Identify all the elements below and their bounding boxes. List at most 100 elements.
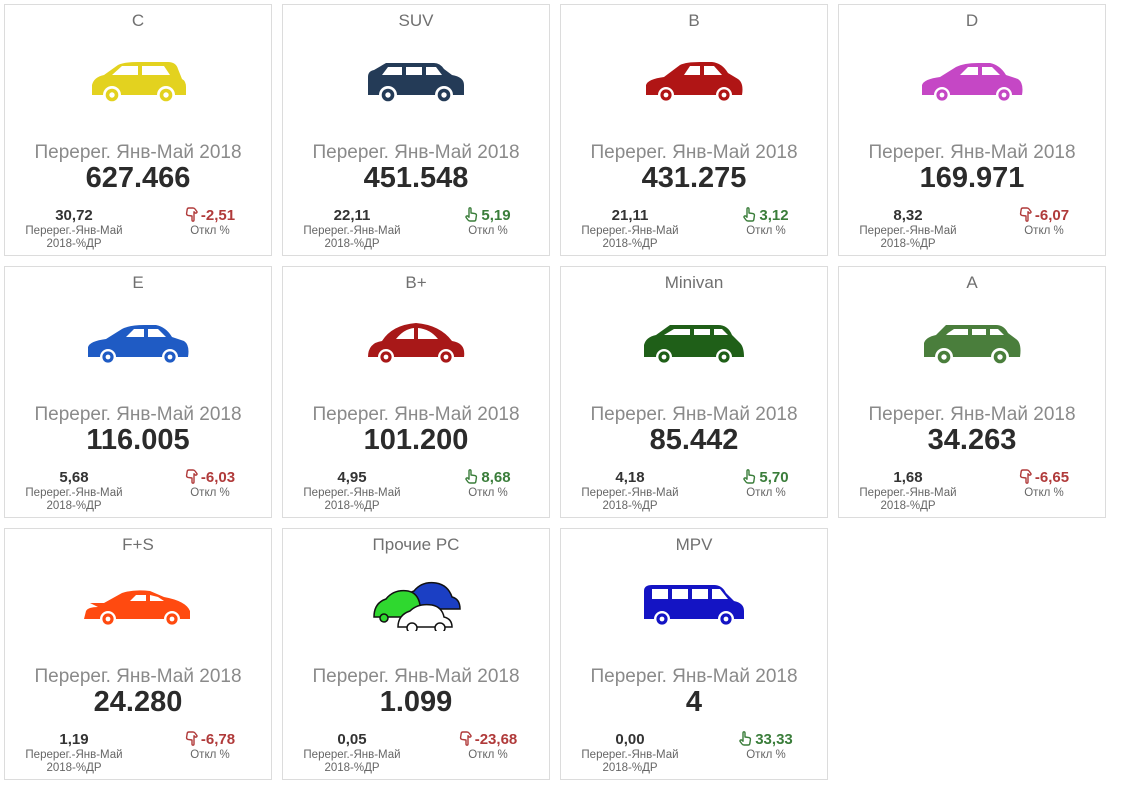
share-value: 22,11 bbox=[333, 207, 371, 224]
category-card[interactable]: E Перерег. Янв-Май 2018 116.005 5,68 Пер… bbox=[4, 266, 272, 518]
deviation-label: Откл % bbox=[190, 487, 230, 499]
deviation-value: -6,65 bbox=[1034, 469, 1070, 486]
category-title: SUV bbox=[398, 11, 434, 30]
deviation-value: -6,03 bbox=[200, 469, 236, 486]
category-title: E bbox=[132, 273, 144, 292]
deviation-value: 3,12 bbox=[759, 207, 789, 224]
registrations-value: 1.099 bbox=[379, 686, 453, 718]
thumb-down-icon bbox=[459, 731, 472, 746]
sedan-icon bbox=[912, 55, 1032, 107]
registrations-value: 34.263 bbox=[927, 424, 1017, 456]
share-label: Перерег.-Янв-Май 2018-%ДР bbox=[581, 749, 679, 774]
category-card[interactable]: MPV Перерег. Янв-Май 2018 4 0,00 Перерег… bbox=[560, 528, 828, 780]
share-label: Перерег.-Янв-Май 2018-%ДР bbox=[303, 487, 401, 512]
registrations-value: 169.971 bbox=[919, 162, 1025, 194]
category-card[interactable]: B+ Перерег. Янв-Май 2018 101.200 4,95 Пе… bbox=[282, 266, 550, 518]
share-value: 30,72 bbox=[55, 207, 93, 224]
deviation-label: Откл % bbox=[1024, 225, 1064, 237]
deviation-label: Откл % bbox=[746, 487, 786, 499]
registrations-value: 24.280 bbox=[93, 686, 183, 718]
thumb-up-icon bbox=[743, 469, 756, 484]
share-value: 4,18 bbox=[615, 469, 645, 486]
suv-icon bbox=[356, 55, 476, 107]
period-label: Перерег. Янв-Май 2018 bbox=[590, 142, 798, 163]
thumb-up-icon bbox=[465, 207, 478, 222]
registrations-value: 627.466 bbox=[85, 162, 191, 194]
registrations-value: 101.200 bbox=[363, 424, 469, 456]
category-card[interactable]: Minivan Перерег. Янв-Май 2018 85.442 4,1… bbox=[560, 266, 828, 518]
thumb-up-icon bbox=[743, 207, 756, 222]
deviation-value: -6,78 bbox=[200, 731, 236, 748]
share-value: 4,95 bbox=[337, 469, 367, 486]
category-title: MPV bbox=[675, 535, 713, 554]
share-value: 1,19 bbox=[59, 731, 89, 748]
period-label: Перерег. Янв-Май 2018 bbox=[312, 404, 520, 425]
category-card[interactable]: D Перерег. Янв-Май 2018 169.971 8,32 Пер… bbox=[838, 4, 1106, 256]
category-card[interactable]: B Перерег. Янв-Май 2018 431.275 21,11 Пе… bbox=[560, 4, 828, 256]
category-card[interactable]: C Перерег. Янв-Май 2018 627.466 30,72 Пе… bbox=[4, 4, 272, 256]
period-label: Перерег. Янв-Май 2018 bbox=[34, 142, 242, 163]
deviation: -23,68 bbox=[433, 731, 543, 748]
deviation-value: -6,07 bbox=[1034, 207, 1070, 224]
deviation: -6,65 bbox=[989, 469, 1099, 486]
deviation-label: Откл % bbox=[190, 225, 230, 237]
registrations-value: 431.275 bbox=[641, 162, 747, 194]
category-card[interactable]: F+S Перерег. Янв-Май 2018 24.280 1,19 Пе… bbox=[4, 528, 272, 780]
deviation-label: Откл % bbox=[746, 225, 786, 237]
deviation: -6,03 bbox=[155, 469, 265, 486]
share-label: Перерег.-Янв-Май 2018-%ДР bbox=[25, 487, 123, 512]
category-card[interactable]: A Перерег. Янв-Май 2018 34.263 1,68 Пере… bbox=[838, 266, 1106, 518]
share-label: Перерег.-Янв-Май 2018-%ДР bbox=[25, 749, 123, 774]
deviation-label: Откл % bbox=[468, 487, 508, 499]
deviation: 33,33 bbox=[711, 731, 821, 748]
share-value: 1,68 bbox=[893, 469, 923, 486]
deviation-value: 5,70 bbox=[759, 469, 789, 486]
category-title: D bbox=[965, 11, 979, 30]
share-label: Перерег.-Янв-Май 2018-%ДР bbox=[303, 225, 401, 250]
hatchback-icon bbox=[78, 55, 198, 107]
period-label: Перерег. Янв-Май 2018 bbox=[312, 666, 520, 687]
share-value: 8,32 bbox=[893, 207, 923, 224]
sports-car-icon bbox=[78, 579, 198, 631]
deviation-label: Откл % bbox=[1024, 487, 1064, 499]
share-label: Перерег.-Янв-Май 2018-%ДР bbox=[25, 225, 123, 250]
small-car-icon bbox=[634, 55, 754, 107]
deviation-label: Откл % bbox=[746, 749, 786, 761]
registrations-value: 451.548 bbox=[363, 162, 469, 194]
period-label: Перерег. Янв-Май 2018 bbox=[868, 404, 1076, 425]
category-title: F+S bbox=[122, 535, 154, 554]
category-title: B bbox=[688, 11, 700, 30]
period-label: Перерег. Янв-Май 2018 bbox=[590, 404, 798, 425]
thumb-up-icon bbox=[739, 731, 752, 746]
deviation-value: -23,68 bbox=[474, 731, 518, 748]
deviation: -6,07 bbox=[989, 207, 1099, 224]
category-card[interactable]: SUV Перерег. Янв-Май 2018 451.548 22,11 … bbox=[282, 4, 550, 256]
deviation-value: -2,51 bbox=[200, 207, 236, 224]
registrations-value: 116.005 bbox=[86, 424, 190, 456]
thumb-down-icon bbox=[185, 207, 198, 222]
share-value: 0,05 bbox=[337, 731, 367, 748]
category-title: C bbox=[131, 11, 145, 30]
compact-car-icon bbox=[912, 317, 1032, 369]
category-title: B+ bbox=[405, 273, 427, 292]
period-label: Перерег. Янв-Май 2018 bbox=[34, 666, 242, 687]
deviation-label: Откл % bbox=[468, 749, 508, 761]
deviation: 5,70 bbox=[711, 469, 821, 486]
category-card[interactable]: Прочие PC Перерег. Янв-Май 2018 1.099 0,… bbox=[282, 528, 550, 780]
deviation-label: Откл % bbox=[468, 225, 508, 237]
deviation: -2,51 bbox=[155, 207, 265, 224]
share-label: Перерег.-Янв-Май 2018-%ДР bbox=[859, 487, 957, 512]
deviation-value: 33,33 bbox=[755, 731, 793, 748]
share-label: Перерег.-Янв-Май 2018-%ДР bbox=[581, 487, 679, 512]
period-label: Перерег. Янв-Май 2018 bbox=[34, 404, 242, 425]
registrations-value: 85.442 bbox=[649, 424, 739, 456]
beetle-icon bbox=[356, 317, 476, 369]
category-title: Minivan bbox=[664, 273, 724, 292]
registrations-value: 4 bbox=[685, 686, 703, 718]
share-label: Перерег.-Янв-Май 2018-%ДР bbox=[581, 225, 679, 250]
category-title: Прочие PC bbox=[372, 535, 460, 554]
deviation: 5,19 bbox=[433, 207, 543, 224]
deviation: 3,12 bbox=[711, 207, 821, 224]
thumb-down-icon bbox=[1019, 207, 1032, 222]
deviation-label: Откл % bbox=[190, 749, 230, 761]
